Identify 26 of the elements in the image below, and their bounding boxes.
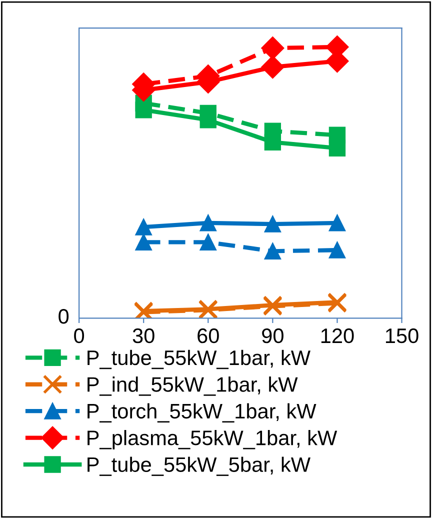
x-tick-label: 0: [74, 328, 84, 344]
point: [264, 216, 282, 232]
legend-label: P_plasma_55kW_1bar, kW: [88, 430, 338, 450]
point: [200, 112, 216, 128]
point: [135, 234, 152, 251]
point: [328, 214, 346, 232]
point: [264, 242, 282, 260]
point: [328, 242, 346, 258]
point: [135, 218, 152, 236]
point: [200, 234, 216, 251]
point: [261, 56, 284, 79]
x-tick-label: 90: [262, 328, 284, 344]
x-tick-label: 150: [386, 328, 418, 344]
x-tick-label: 60: [198, 328, 219, 344]
legend-label: P_torch_55kW_1bar, kW: [88, 403, 316, 423]
text: 0: [58, 308, 69, 324]
legend-label: P_ind_55kW_1bar, kW: [88, 376, 298, 396]
point: [264, 134, 282, 151]
point: [135, 102, 152, 118]
point: [328, 140, 346, 156]
point: [200, 214, 216, 232]
legend-label: P_tube_55kW_5bar, kW: [88, 456, 310, 476]
x-tick-label: 120: [321, 328, 354, 344]
point: [261, 36, 284, 60]
legend-label: P_tube_55kW_1bar, kW: [88, 350, 310, 370]
x-tick-label: 30: [132, 328, 154, 344]
